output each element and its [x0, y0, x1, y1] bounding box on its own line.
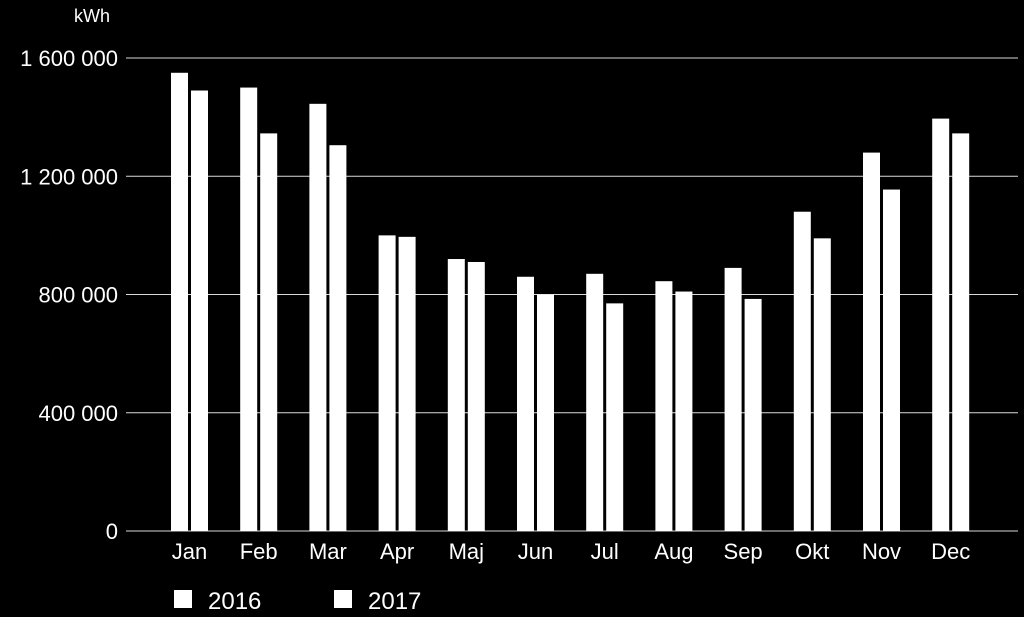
bar-2017-jun — [537, 294, 554, 531]
legend-swatch — [334, 590, 352, 608]
y-tick-label: 400 000 — [38, 401, 118, 426]
bar-2017-dec — [952, 133, 970, 531]
bar-2016-mar — [309, 103, 327, 532]
bar-2017-nov — [883, 189, 900, 531]
bar-2016-dec — [932, 118, 950, 532]
bar-2016-aug — [655, 281, 673, 531]
legend-swatch — [174, 590, 192, 608]
x-tick-label: Nov — [862, 539, 901, 564]
y-tick-label: 1 200 000 — [20, 164, 118, 189]
x-tick-label: Maj — [449, 539, 484, 564]
bar-2016-feb — [240, 87, 258, 531]
y-tick-label: 1 600 000 — [20, 46, 118, 71]
bar-2017-jul — [606, 303, 624, 531]
x-axis-ticks: Jan Feb Mar Apr Maj Jun Jul Aug Sep Okt Nov Dec — [172, 539, 971, 564]
x-tick-label: Jun — [518, 539, 553, 564]
bar-2017-mar — [329, 145, 347, 531]
bar-2017-feb — [260, 133, 278, 531]
x-tick-label: Sep — [724, 539, 763, 564]
y-tick-label: 0 — [106, 519, 118, 544]
x-tick-label: Okt — [795, 539, 829, 564]
bar-2017-sep — [744, 298, 762, 531]
bar-2017-maj — [467, 261, 485, 531]
bar-2016-sep — [724, 267, 742, 531]
y-axis-unit-label: kWh — [74, 6, 110, 26]
bar-2016-apr — [378, 235, 396, 531]
bar-2016-jan — [171, 72, 188, 531]
y-tick-label: 800 000 — [38, 283, 118, 308]
x-tick-label: Apr — [380, 539, 414, 564]
x-tick-label: Jul — [591, 539, 619, 564]
bar-2016-jul — [586, 273, 604, 531]
bar-2017-aug — [675, 291, 693, 531]
y-axis-ticks: 0 400 000 800 000 1 200 000 1 600 000 — [20, 46, 118, 544]
legend: 2016 2017 — [174, 588, 421, 615]
legend-label: 2016 — [208, 588, 261, 615]
bar-2017-apr — [398, 236, 416, 531]
bars — [171, 72, 970, 532]
x-tick-label: Aug — [654, 539, 693, 564]
bar-2017-jan — [191, 90, 208, 532]
bar-2016-okt — [793, 211, 811, 531]
x-tick-label: Mar — [309, 539, 347, 564]
x-tick-label: Jan — [172, 539, 207, 564]
legend-label: 2017 — [368, 588, 421, 615]
bar-2016-maj — [447, 259, 465, 531]
bar-2017-okt — [813, 238, 831, 532]
x-tick-label: Feb — [240, 539, 278, 564]
bar-2016-nov — [863, 152, 880, 531]
bar-2016-jun — [517, 276, 534, 531]
x-tick-label: Dec — [931, 539, 970, 564]
